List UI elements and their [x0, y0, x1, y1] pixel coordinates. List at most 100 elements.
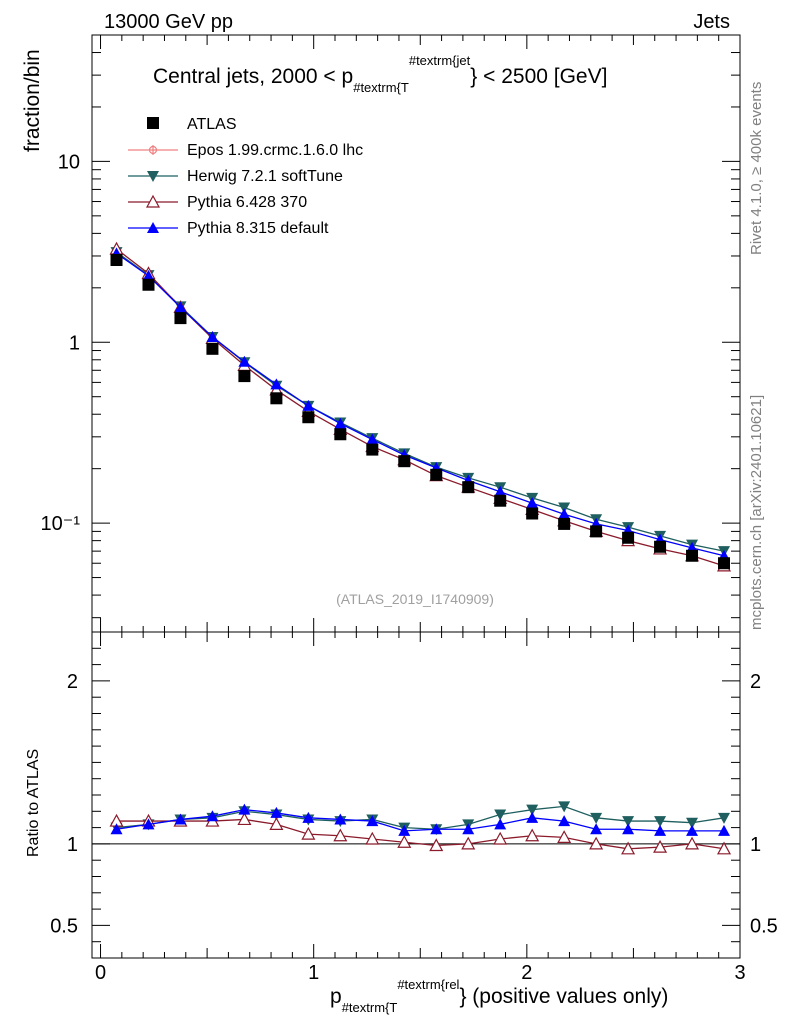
legend-label-herwig: Herwig 7.2.1 softTune: [187, 168, 343, 185]
ratio-point-pythia-6-428-370: [237, 812, 252, 826]
ratio-y-tick-label-right: 0.5: [750, 915, 778, 937]
data-point-atlas: [558, 517, 571, 530]
ratio-point-pythia-6-428-370: [685, 836, 700, 850]
data-point-atlas: [206, 342, 219, 355]
data-point-atlas: [398, 455, 411, 468]
data-point-pythia-8-315-default: [238, 355, 251, 367]
ratio-point-pythia-6-428-370: [557, 830, 572, 843]
axes-layer: 0 1 2 3 10 1 10⁻¹ 2 2 1 1 0.5 0.5: [41, 34, 778, 984]
data-point-pythia-8-315-default: [526, 497, 539, 509]
ratio-point-pythia-8-315-default: [366, 815, 379, 827]
analysis-id-label: (ATLAS_2019_I1740909): [336, 591, 494, 607]
data-point-pythia-8-315-default: [558, 508, 571, 520]
data-point-pythia-8-315-default: [174, 301, 187, 313]
chart-title: Central jets, 2000 < p#textrm{T#textrm{j…: [153, 53, 607, 95]
ratio-y-tick-label-right: 2: [750, 671, 761, 693]
data-point-pythia-8-315-default: [142, 269, 155, 281]
data-point-atlas: [302, 411, 315, 424]
ratio-point-pythia-8-315-default: [430, 823, 443, 835]
data-point-herwig-7-2-1-softtune: [558, 502, 571, 514]
ratio-point-pythia-8-315-default: [206, 810, 219, 822]
ratio-layer: [109, 801, 732, 855]
x-axis-label-superscript: #textrm{rel: [397, 977, 459, 992]
ratio-point-pythia-8-315-default: [686, 824, 699, 836]
header-jets-label: Jets: [693, 11, 730, 33]
ratio-point-pythia-8-315-default: [142, 818, 155, 830]
data-point-pythia-8-315-default: [494, 485, 507, 497]
legend-marker-atlas: [147, 117, 159, 129]
ratio-point-pythia-8-315-default: [654, 824, 667, 836]
legend-marker-pythia6: [145, 194, 161, 208]
chart-title-suffix: } < 2500 [GeV]: [470, 65, 607, 88]
data-point-atlas: [238, 370, 251, 383]
ratio-y-tick-label: 1: [67, 834, 78, 856]
data-point-atlas: [110, 254, 123, 267]
ratio-point-pythia-6-428-370: [525, 828, 540, 842]
data-point-pythia-8-315-default: [302, 399, 315, 411]
chart-title-superscript: #textrm{jet: [409, 53, 471, 68]
ratio-point-pythia-6-428-370: [301, 826, 316, 840]
x-tick-label: 0: [95, 962, 106, 984]
data-point-atlas: [718, 557, 731, 570]
series-line-pythia-8-315-default: [116, 252, 725, 557]
data-point-pythia-8-315-default: [334, 417, 347, 429]
ratio-y-axis-label: Ratio to ATLAS: [25, 749, 42, 857]
data-point-atlas: [526, 507, 539, 520]
legend-label-atlas: ATLAS: [187, 116, 237, 133]
legend-marker-pythia8: [147, 222, 159, 233]
legend-label-pythia6: Pythia 6.428 370: [187, 194, 307, 211]
chart-title-subscript: #textrm{T: [353, 80, 409, 95]
ratio-point-herwig-7-2-1-softtune: [590, 812, 603, 824]
data-point-atlas: [366, 443, 379, 456]
data-point-atlas: [142, 278, 155, 291]
ratio-point-pythia-8-315-default: [302, 811, 315, 823]
ratio-point-pythia-8-315-default: [494, 818, 507, 830]
legend-marker-herwig: [147, 171, 159, 182]
ratio-point-pythia-6-428-370: [589, 836, 604, 850]
ratio-point-herwig-7-2-1-softtune: [622, 816, 635, 828]
ratio-point-pythia-8-315-default: [398, 824, 411, 836]
series-layer: [109, 241, 732, 572]
legend: ATLAS Epos 1.99.crmc.1.6.0 lhc Herwig 7.…: [128, 116, 363, 237]
ratio-point-pythia-6-428-370: [365, 831, 380, 845]
ratio-point-pythia-8-315-default: [238, 803, 251, 815]
chart-title-main: Central jets, 2000 < p: [153, 65, 353, 88]
ratio-point-pythia-8-315-default: [590, 823, 603, 835]
data-point-atlas: [174, 312, 187, 325]
rivet-version-label: Rivet 4.1.0, ≥ 400k events: [748, 82, 765, 255]
legend-label-epos: Epos 1.99.crmc.1.6.0 lhc: [187, 142, 363, 159]
data-point-pythia-8-315-default: [270, 378, 283, 390]
ratio-point-pythia-8-315-default: [718, 824, 731, 836]
data-point-pythia-8-315-default: [366, 433, 379, 445]
series-line-herwig-7-2-1-softtune: [116, 251, 725, 552]
data-point-atlas: [622, 531, 635, 544]
data-point-atlas: [270, 392, 283, 405]
ratio-point-herwig-7-2-1-softtune: [654, 816, 667, 828]
x-tick-label: 2: [521, 962, 532, 984]
ratio-point-pythia-6-428-370: [269, 817, 284, 830]
ratio-point-pythia-8-315-default: [174, 813, 187, 825]
data-point-atlas: [590, 525, 603, 538]
ratio-point-herwig-7-2-1-softtune: [494, 809, 507, 821]
ratio-point-herwig-7-2-1-softtune: [526, 804, 539, 816]
ratio-y-tick-label: 2: [67, 671, 78, 693]
y-tick-label: 10: [58, 151, 80, 173]
ratio-point-pythia-6-428-370: [461, 836, 476, 850]
y-tick-label: 10⁻¹: [41, 513, 81, 535]
ratio-line-pythia-8-315-default: [116, 809, 725, 832]
ratio-point-pythia-6-428-370: [717, 841, 732, 855]
data-point-atlas: [430, 468, 443, 481]
ratio-point-herwig-7-2-1-softtune: [558, 801, 571, 813]
x-tick-label: 3: [734, 962, 745, 984]
ratio-point-pythia-6-428-370: [333, 828, 348, 842]
data-point-atlas: [334, 428, 347, 441]
x-axis-label-subscript: #textrm{T: [342, 1000, 398, 1015]
ratio-point-pythia-6-428-370: [493, 831, 508, 845]
ratio-point-pythia-6-428-370: [653, 839, 668, 853]
ratio-point-herwig-7-2-1-softtune: [686, 817, 699, 829]
data-point-atlas: [494, 494, 507, 507]
ratio-point-pythia-6-428-370: [429, 838, 444, 852]
ratio-point-pythia-8-315-default: [462, 823, 475, 835]
ratio-point-pythia-8-315-default: [558, 815, 571, 827]
